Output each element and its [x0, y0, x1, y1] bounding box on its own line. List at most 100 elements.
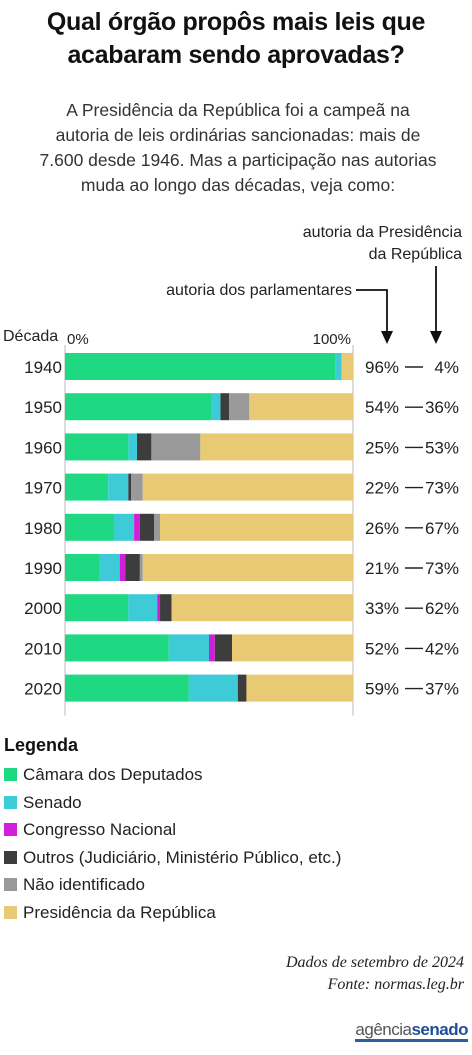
footer: Dados de setembro de 2024 Fonte: normas.… — [286, 952, 464, 996]
parl-value-label: 54% — [365, 398, 399, 417]
bar-segment — [139, 554, 143, 581]
legend: Legenda Câmara dos Deputados Senado Congre… — [4, 732, 341, 926]
bar-segment — [209, 634, 215, 662]
row-label: 1940 — [24, 358, 62, 377]
bar-segment — [341, 353, 353, 380]
bar-segment — [128, 433, 137, 461]
legend-swatch — [4, 795, 17, 809]
legend-label: Presidência da República — [23, 902, 216, 922]
chart-subtitle: A Presidência da República foi a campeã … — [8, 98, 468, 198]
parl-value-label: 25% — [365, 438, 399, 457]
legend-item: Senado — [4, 789, 341, 817]
bar-segment — [232, 634, 353, 662]
subtitle-line: A Presidência da República foi a campeã … — [66, 100, 410, 120]
bar-segment — [134, 513, 140, 541]
pres-value-label: 73% — [425, 479, 459, 498]
bar-segment — [151, 433, 201, 461]
agencia-senado-logo: agênciasenado — [355, 1020, 468, 1042]
bar-segment — [119, 554, 126, 581]
bar-segment — [113, 513, 135, 541]
annotation-parlamentares: autoria dos parlamentares — [166, 282, 352, 299]
bar-segment — [171, 594, 353, 622]
legend-swatch — [4, 823, 17, 837]
bar-segment — [168, 634, 209, 662]
bar-segment — [128, 473, 132, 501]
row-label: 1980 — [24, 519, 62, 538]
bar-segment — [160, 594, 172, 622]
title-line: Qual órgão propôs mais leis que — [46, 8, 426, 36]
pres-value-label: 4% — [434, 358, 459, 377]
bar-segment — [246, 674, 353, 702]
bar-segment — [65, 473, 109, 501]
parl-value-label: 21% — [365, 559, 399, 578]
legend-label: Outros (Judiciário, Ministério Público, … — [23, 847, 342, 867]
row-label: 1960 — [24, 438, 62, 457]
legend-item: Câmara dos Deputados — [4, 761, 341, 789]
legend-label: Câmara dos Deputados — [23, 765, 203, 784]
pres-value-label: 53% — [425, 438, 459, 457]
arrow-parlamentares-line — [356, 289, 388, 335]
footer-date: Dados de setembro de 2024 — [285, 954, 464, 971]
bar-segment — [65, 433, 129, 461]
bar-segment — [99, 554, 120, 581]
logo-part-senado: senado — [411, 1020, 468, 1042]
bar-segment — [154, 513, 161, 541]
bar-segment — [125, 554, 140, 581]
legend-label: Senado — [23, 792, 82, 812]
legend-title: Legenda — [4, 735, 79, 755]
bar-segment — [131, 473, 143, 501]
arrow-presidencia-head — [430, 331, 442, 344]
bar-segment — [237, 674, 247, 702]
bar-segment — [65, 674, 189, 702]
chart-title: Qual órgão propôs mais leis que acabaram… — [0, 6, 472, 72]
legend-swatch — [4, 768, 17, 782]
bar-segment — [65, 554, 100, 581]
parl-value-label: 26% — [365, 519, 399, 538]
pres-value-label: 73% — [425, 559, 459, 578]
bar-segment — [65, 634, 169, 662]
legend-item: Congresso Nacional — [4, 816, 341, 844]
subtitle-line: autoria de leis ordinárias sancionadas: … — [55, 125, 421, 145]
row-labels: 1940 1950 1960 1970 1980 1990 2000 2010 2020 — [24, 358, 62, 699]
row-label: 1990 — [24, 559, 62, 578]
row-label: 1970 — [24, 479, 62, 498]
pres-value-label: 36% — [425, 398, 459, 417]
bar-segment — [142, 554, 353, 581]
bar-segment — [249, 393, 353, 421]
pres-value-label: 67% — [425, 519, 459, 538]
pres-value-label: 42% — [425, 639, 459, 658]
bar-segment — [65, 393, 212, 421]
legend-label: Congresso Nacional — [23, 820, 177, 839]
bar-segment — [335, 353, 342, 380]
bar-segment — [65, 513, 114, 541]
row-label: 2000 — [24, 599, 62, 618]
bar-segment — [139, 513, 155, 541]
bar-segment — [160, 513, 353, 541]
legend-item: Outros (Judiciário, Ministério Público, … — [4, 844, 341, 872]
parl-value-label: 52% — [365, 639, 399, 658]
parl-value-label: 22% — [365, 479, 399, 498]
row-label: 2020 — [24, 680, 62, 699]
row-label: 1950 — [24, 398, 62, 417]
pres-value-label: 62% — [425, 599, 459, 618]
annotation-line: da República — [368, 246, 462, 263]
pres-value-label: 37% — [425, 680, 459, 699]
tick-label: 100% — [313, 331, 351, 348]
parl-value-label: 96% — [365, 358, 399, 377]
tick-label: 0% — [67, 331, 89, 348]
bar-segment — [229, 393, 250, 421]
bar-segment — [128, 594, 158, 622]
bar-segment — [65, 594, 129, 622]
subtitle-line: muda ao longo das décadas, veja como: — [80, 175, 396, 195]
bar-segment — [211, 393, 221, 421]
bar-segment — [200, 433, 353, 461]
arrow-parlamentares-head — [381, 331, 393, 344]
stacked-bar-chart: Década 0% 100% 1940 1950 1960 1970 1980 1990 20… — [3, 266, 459, 716]
legend-item: Presidência da República — [4, 899, 341, 927]
legend-item: Não identificado — [4, 871, 341, 899]
bar-segment — [108, 473, 129, 501]
row-label: 2010 — [24, 639, 62, 658]
subtitle-line: 7.600 desde 1946. Mas a participação nas… — [39, 150, 437, 170]
axis-ticks: 0% 100% — [67, 331, 351, 348]
legend-swatch — [4, 850, 17, 864]
